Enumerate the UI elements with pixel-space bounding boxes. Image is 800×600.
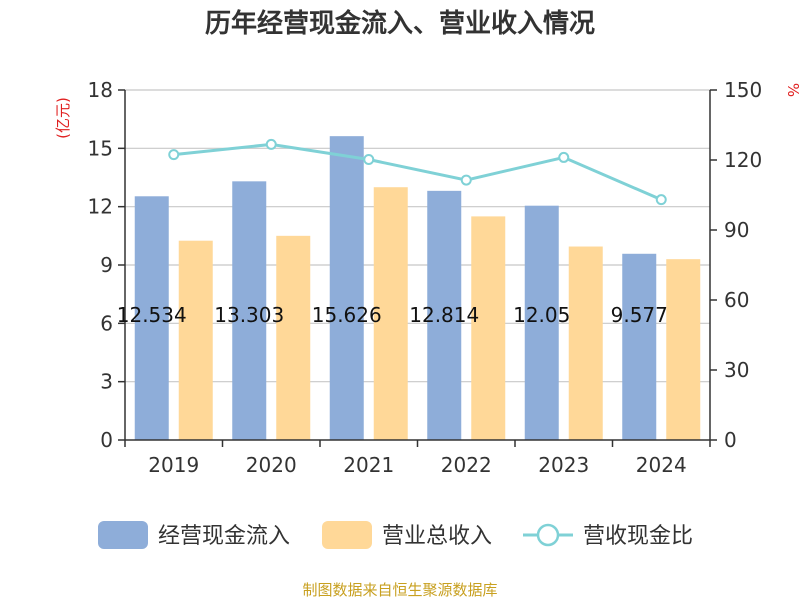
bar-cash-inflow bbox=[232, 181, 267, 440]
left-tick-label: 18 bbox=[88, 78, 113, 102]
left-tick-label: 0 bbox=[100, 428, 113, 452]
left-tick-label: 6 bbox=[100, 311, 113, 335]
data-label-cash-inflow: 15.626 bbox=[312, 303, 382, 327]
left-tick-label: 12 bbox=[88, 195, 113, 219]
legend: 经营现金流入 营业总收入 营收现金比 bbox=[98, 521, 693, 549]
left-tick-label: 9 bbox=[100, 253, 113, 277]
chart-title: 历年经营现金流入、营业收入情况 bbox=[205, 8, 595, 39]
bar-cash-inflow bbox=[524, 205, 559, 440]
x-tick-label: 2022 bbox=[441, 453, 492, 477]
data-label-cash-inflow: 9.577 bbox=[611, 303, 668, 327]
ratio-line-path bbox=[173, 142, 662, 202]
x-tick-label: 2023 bbox=[538, 453, 589, 477]
bar-revenue bbox=[178, 240, 213, 440]
data-label-cash-inflow: 12.05 bbox=[513, 303, 570, 327]
ratio-line-point bbox=[363, 154, 375, 166]
left-axis-unit: (亿元) bbox=[54, 97, 72, 139]
legend-label-revenue: 营业总收入 bbox=[382, 524, 492, 549]
right-tick-label: 0 bbox=[724, 428, 737, 452]
ratio-line-point bbox=[265, 138, 277, 150]
right-tick-label: 90 bbox=[724, 218, 749, 242]
bar-revenue bbox=[666, 259, 701, 440]
right-tick-label: 60 bbox=[724, 288, 749, 312]
x-tick-label: 2024 bbox=[636, 453, 687, 477]
left-tick-label: 15 bbox=[88, 136, 113, 160]
bar-revenue bbox=[568, 246, 603, 440]
x-tick-label: 2020 bbox=[246, 453, 297, 477]
axes: 0 3 6 9 12 15 18 0 30 60 90 120 150 2019 2020 2021 2022 2… bbox=[88, 78, 763, 477]
bar-cash-inflow bbox=[622, 253, 657, 440]
bar-cash-inflow bbox=[134, 196, 169, 440]
bar-cash-inflow bbox=[329, 136, 364, 440]
bars bbox=[134, 136, 701, 440]
legend-label-cash-inflow: 经营现金流入 bbox=[158, 524, 290, 549]
right-tick-label: 150 bbox=[724, 78, 762, 102]
legend-label-ratio: 营收现金比 bbox=[583, 524, 693, 549]
source-note: 制图数据来自恒生聚源数据库 bbox=[302, 581, 497, 599]
ratio-line-point bbox=[655, 194, 667, 206]
data-label-cash-inflow: 13.303 bbox=[214, 303, 284, 327]
left-tick-label: 3 bbox=[100, 370, 113, 394]
right-axis-unit: % bbox=[784, 83, 800, 97]
legend-swatch-cash-inflow bbox=[98, 521, 148, 549]
x-tick-label: 2021 bbox=[343, 453, 394, 477]
ratio-line bbox=[168, 138, 667, 206]
data-label-cash-inflow: 12.534 bbox=[117, 303, 187, 327]
bar-revenue bbox=[471, 216, 506, 440]
ratio-line-point bbox=[460, 174, 472, 186]
bar-revenue bbox=[373, 187, 408, 440]
right-tick-label: 120 bbox=[724, 148, 762, 172]
legend-swatch-ratio-marker bbox=[536, 523, 560, 547]
bar-revenue bbox=[276, 235, 311, 440]
ratio-line-point bbox=[168, 149, 180, 161]
ratio-line-point bbox=[558, 151, 570, 163]
data-label-cash-inflow: 12.814 bbox=[409, 303, 479, 327]
right-tick-label: 30 bbox=[724, 358, 749, 382]
data-labels: 12.534 13.303 15.626 12.814 12.05 9.577 bbox=[117, 303, 668, 327]
legend-swatch-revenue bbox=[322, 521, 372, 549]
x-tick-label: 2019 bbox=[148, 453, 199, 477]
bar-cash-inflow bbox=[427, 190, 462, 440]
